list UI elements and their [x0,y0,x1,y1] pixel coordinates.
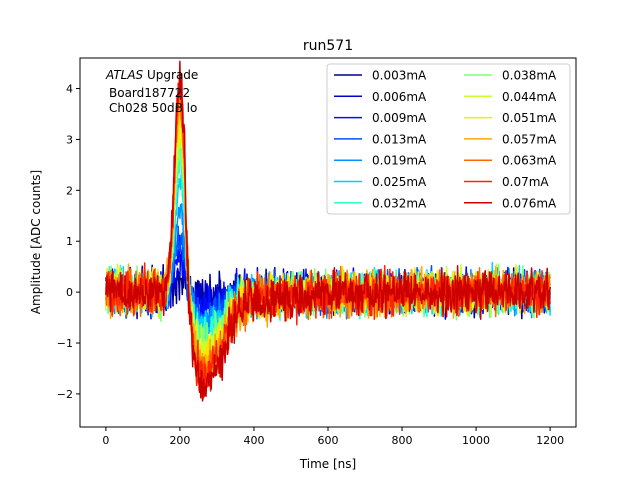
y-tick-label: 2 [66,184,73,197]
series-line [105,60,551,402]
x-axis-ticks: 0 200 400 600 800 1000 1200 [102,427,564,447]
y-axis-label: Amplitude [ADC counts] [29,170,43,314]
x-tick-label: 600 [318,434,339,447]
annotation-upgrade: Upgrade [143,68,198,82]
x-tick-label: 200 [169,434,190,447]
legend-label: 0.044mA [502,90,557,104]
chart-title: run571 [303,38,353,54]
legend-label: 0.006mA [372,90,427,104]
x-tick-label: 1200 [536,434,564,447]
x-tick-label: 0 [102,434,109,447]
annotation-channel: Ch028 50dB lo [109,101,197,115]
svg-text:ATLAS Upgrade: ATLAS Upgrade [105,68,198,82]
x-axis-label: Time [ns] [299,457,356,471]
annotation-block: ATLAS Upgrade Board187722 Ch028 50dB lo [105,68,198,115]
legend-label: 0.07mA [502,175,549,189]
y-tick-label: 4 [66,83,73,96]
legend-label: 0.003mA [372,69,427,83]
legend-label: 0.025mA [372,175,427,189]
y-tick-label: 3 [66,133,73,146]
series-layer [105,60,551,402]
legend-items: 0.003mA 0.006mA 0.009mA 0.013mA 0.019mA 0.025… [334,69,557,210]
legend: 0.003mA 0.006mA 0.009mA 0.013mA 0.019mA 0.025… [326,63,571,215]
legend-label: 0.019mA [372,154,427,168]
y-tick-label: 1 [66,235,73,248]
legend-label: 0.038mA [502,69,557,83]
x-tick-label: 800 [392,434,413,447]
y-tick-label: −2 [57,388,73,401]
legend-label: 0.076mA [502,196,557,210]
legend-frame [326,63,571,215]
legend-label: 0.013mA [372,132,427,146]
annotation-atlas: ATLAS [105,68,144,82]
x-tick-label: 1000 [462,434,490,447]
x-tick-label: 400 [243,434,264,447]
y-tick-label: 0 [66,286,73,299]
y-tick-label: −1 [57,337,73,350]
legend-label: 0.009mA [372,111,427,125]
annotation-board: Board187722 [109,86,190,100]
y-axis-ticks: −2 −1 0 1 2 3 4 [57,83,80,401]
legend-label: 0.063mA [502,154,557,168]
legend-label: 0.057mA [502,132,557,146]
legend-label: 0.032mA [372,196,427,210]
legend-label: 0.051mA [502,111,557,125]
